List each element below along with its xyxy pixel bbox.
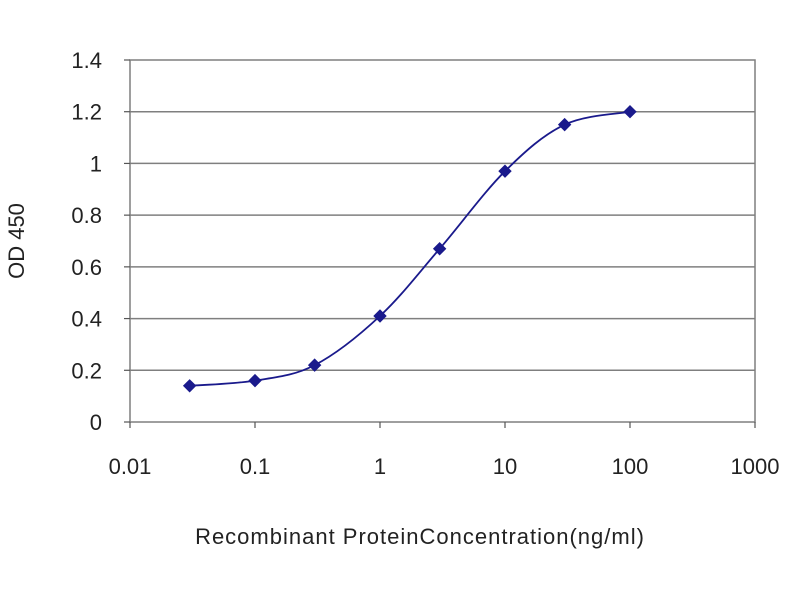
- data-point-marker: [248, 373, 262, 388]
- y-tick-label: 0.8: [71, 203, 102, 228]
- x-tick-label: 1: [374, 454, 386, 479]
- x-axis-title: Recombinant ProteinConcentration(ng/ml): [195, 524, 645, 549]
- series-line: [189, 110, 631, 387]
- plot-area-border: [129, 59, 756, 423]
- y-axis-title: OD 450: [4, 203, 29, 279]
- data-point-marker: [623, 105, 637, 119]
- x-tick-label: 0.01: [109, 454, 152, 479]
- y-tick-label: 0.2: [71, 358, 102, 383]
- y-tick-label: 1.4: [71, 48, 102, 73]
- y-tick-label: 0.6: [71, 255, 102, 280]
- x-tick-label: 10: [493, 454, 517, 479]
- y-tick-label: 0.4: [71, 307, 102, 332]
- data-point-marker: [498, 164, 512, 178]
- x-tick-label: 1000: [731, 454, 780, 479]
- data-point-marker: [373, 309, 387, 323]
- grid-layer: [130, 110, 755, 372]
- data-point-marker: [307, 358, 322, 372]
- data-point-marker: [557, 117, 572, 132]
- series-layer: [182, 105, 637, 393]
- data-point-marker: [432, 242, 447, 256]
- x-tick-label: 0.1: [240, 454, 271, 479]
- x-tick-label: 100: [612, 454, 649, 479]
- y-tick-label: 1: [90, 151, 102, 176]
- axis-layer: 0 0.2 0.4 0.6 0.8 1 1.2 1.4 0.01 0.1 1 10 100 1000: [71, 48, 779, 479]
- y-tick-label: 1.2: [71, 100, 102, 125]
- y-tick-label: 0: [90, 410, 102, 435]
- data-point-marker: [182, 379, 197, 393]
